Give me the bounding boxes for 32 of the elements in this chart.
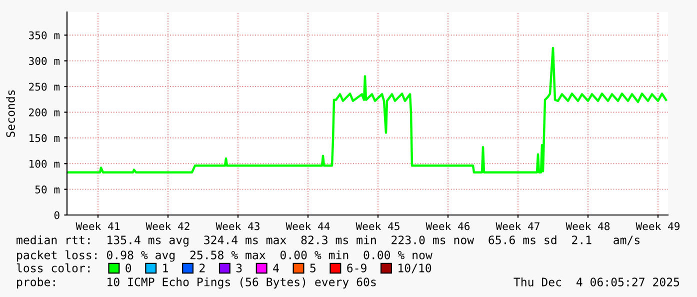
x-tick-label: Week 48 <box>566 222 610 230</box>
text: Thu Dec 4 06:05:27 2025 <box>514 277 680 286</box>
y-tick-label: 150 m <box>30 134 60 142</box>
legend-label: 4 <box>273 264 279 272</box>
y-tick-label: 100 m <box>30 160 60 168</box>
legend-label: 3 <box>236 264 242 272</box>
y-tick-label: 200 m <box>29 108 60 116</box>
y-axis-title: Seconds <box>6 90 15 138</box>
x-tick-label: Week 46 <box>426 222 470 230</box>
text: median rtt: 135.4 ms avg 324.4 ms max 82.3 ms min 223.0 ms now 65.6 ms sd 2.1 am/s <box>16 235 640 247</box>
x-tick-label: Week 47 <box>496 222 540 230</box>
legend-label: 5 <box>310 264 316 272</box>
legend-label: 1 <box>163 264 168 272</box>
x-tick-label: Week 43 <box>216 222 260 230</box>
x-tick-label: Week 42 <box>146 222 190 230</box>
y-tick-label: 300 m <box>28 57 60 66</box>
y-tick-label: 250 m <box>29 82 60 91</box>
y-tick-label: 50 m <box>35 186 60 194</box>
text: packet loss: 0.98 % avg 25.58 % max 0.00 % min 0.00 % now <box>17 250 432 262</box>
legend-label: 6-9 <box>347 264 366 272</box>
legend-label: 2 <box>200 264 205 272</box>
legend-label: 0 <box>126 264 132 272</box>
x-tick-label: Week 44 <box>286 222 330 230</box>
text: probe: 10 ICMP Echo Pings (56 Bytes) every 60s <box>17 277 376 289</box>
legend-label: 10/10 <box>398 264 432 274</box>
line-series <box>67 46 668 174</box>
x-tick-label: Week 45 <box>356 222 400 230</box>
x-tick-label: Week 41 <box>76 222 120 230</box>
x-tick-label: Week 49 <box>636 222 680 230</box>
text: loss color: <box>16 263 90 272</box>
y-tick-label: 350 m <box>28 31 60 40</box>
y-tick-label: 0 <box>54 211 60 220</box>
